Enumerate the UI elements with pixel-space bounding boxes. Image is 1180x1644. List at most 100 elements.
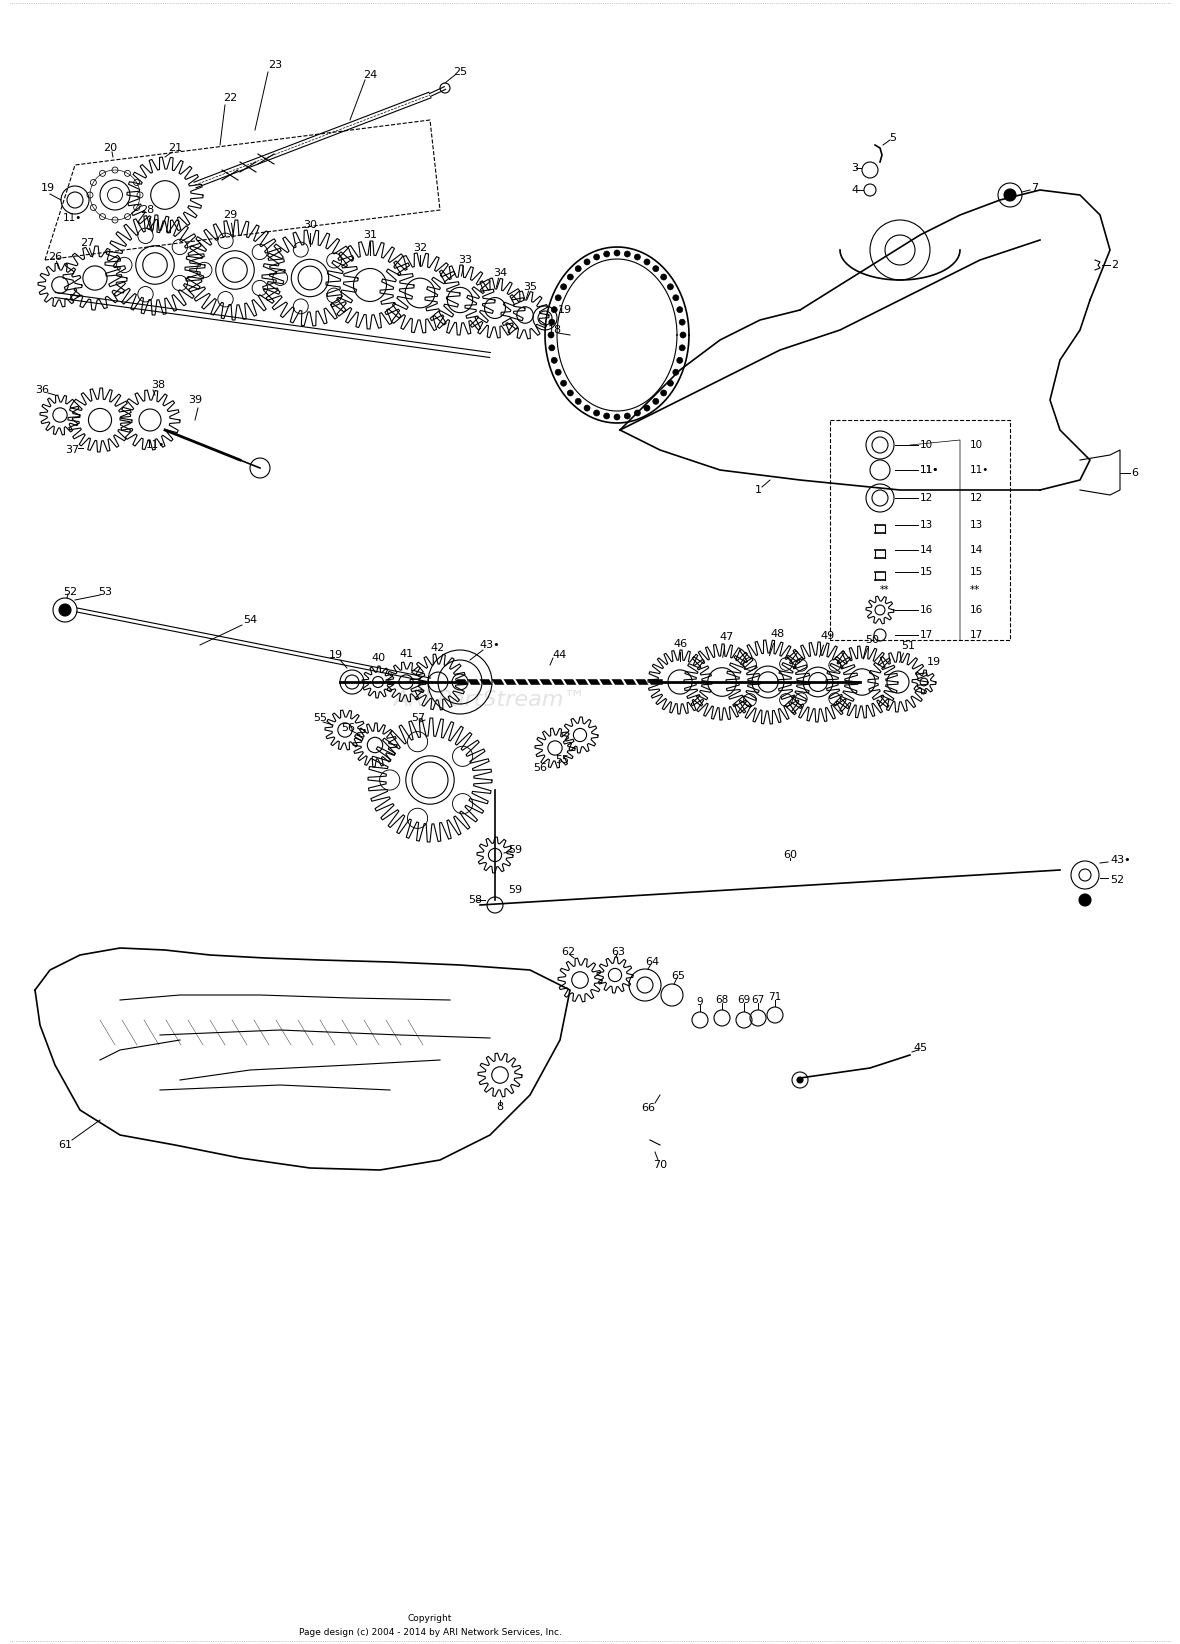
Circle shape [575, 398, 582, 404]
Circle shape [668, 284, 674, 289]
Circle shape [653, 398, 658, 404]
Text: 69: 69 [738, 995, 750, 1004]
Text: 14: 14 [920, 546, 933, 556]
Text: 24: 24 [363, 71, 378, 81]
Text: 34: 34 [493, 268, 507, 278]
Circle shape [644, 260, 650, 265]
Text: 46: 46 [673, 640, 687, 649]
Text: 40: 40 [371, 653, 385, 663]
Text: 63: 63 [611, 947, 625, 957]
Text: 22: 22 [223, 94, 237, 104]
Text: 50: 50 [865, 635, 879, 644]
Circle shape [549, 319, 555, 326]
Text: 27: 27 [80, 238, 94, 248]
Text: 70: 70 [653, 1161, 667, 1171]
Text: 39: 39 [188, 395, 202, 404]
Text: 21: 21 [168, 143, 182, 153]
Circle shape [549, 345, 555, 350]
Circle shape [677, 357, 683, 363]
Text: 15: 15 [970, 567, 983, 577]
Text: **: ** [880, 585, 890, 595]
Circle shape [661, 390, 667, 396]
Circle shape [624, 252, 630, 256]
Circle shape [653, 266, 658, 271]
Text: 11•: 11• [920, 465, 939, 475]
Text: 41: 41 [399, 649, 413, 659]
Text: 68: 68 [715, 995, 728, 1004]
Circle shape [668, 380, 674, 386]
Text: 8: 8 [497, 1101, 504, 1111]
Circle shape [560, 284, 566, 289]
Text: 59: 59 [507, 845, 522, 855]
Text: 11•: 11• [63, 214, 81, 224]
Circle shape [604, 413, 610, 419]
Text: 58: 58 [468, 894, 483, 904]
Circle shape [644, 404, 650, 411]
Text: 11•: 11• [145, 441, 165, 450]
Text: 51: 51 [902, 641, 914, 651]
Text: ARI PartStream™: ARI PartStream™ [394, 690, 586, 710]
Circle shape [796, 1077, 804, 1083]
Text: 9: 9 [696, 996, 703, 1008]
Text: 11•: 11• [920, 465, 939, 475]
Text: 65: 65 [671, 972, 686, 981]
Text: Copyright: Copyright [408, 1613, 452, 1623]
Text: 66: 66 [641, 1103, 655, 1113]
Text: 14: 14 [970, 546, 983, 556]
Circle shape [614, 414, 620, 419]
Text: 2: 2 [1112, 260, 1119, 270]
Circle shape [677, 307, 683, 312]
Circle shape [568, 390, 573, 396]
Circle shape [551, 307, 557, 312]
Text: 64: 64 [645, 957, 660, 967]
Text: 52: 52 [63, 587, 77, 597]
Text: 16: 16 [920, 605, 933, 615]
Circle shape [661, 275, 667, 279]
Text: 13: 13 [920, 520, 933, 529]
Text: 1: 1 [754, 485, 761, 495]
Text: 44: 44 [553, 649, 568, 659]
Text: **: ** [970, 585, 981, 595]
Circle shape [551, 357, 557, 363]
Circle shape [575, 266, 582, 271]
Text: 71: 71 [768, 991, 781, 1001]
Text: 45: 45 [913, 1042, 927, 1054]
Text: 32: 32 [413, 243, 427, 253]
Text: 19: 19 [41, 182, 55, 192]
Circle shape [560, 380, 566, 386]
Text: 62: 62 [560, 947, 575, 957]
Circle shape [673, 370, 678, 375]
Text: 43•: 43• [480, 640, 500, 649]
Text: 30: 30 [303, 220, 317, 230]
Text: 10: 10 [920, 441, 933, 450]
Text: 59: 59 [507, 884, 522, 894]
Circle shape [673, 294, 678, 301]
Text: 19: 19 [558, 306, 572, 316]
Text: 5: 5 [890, 133, 897, 143]
Text: 42: 42 [431, 643, 445, 653]
Text: 67: 67 [752, 995, 765, 1004]
Circle shape [624, 413, 630, 419]
Text: 48: 48 [771, 630, 785, 640]
Text: 56: 56 [341, 723, 355, 733]
Text: 12: 12 [970, 493, 983, 503]
Text: 54: 54 [243, 615, 257, 625]
Circle shape [594, 409, 599, 416]
Text: 29: 29 [223, 210, 237, 220]
Text: 3: 3 [852, 163, 859, 173]
Text: 57: 57 [411, 713, 425, 723]
Circle shape [584, 260, 590, 265]
Text: 15: 15 [920, 567, 933, 577]
Text: 11•: 11• [970, 465, 989, 475]
Circle shape [1079, 894, 1092, 906]
Circle shape [568, 275, 573, 279]
Text: 28: 28 [140, 206, 155, 215]
Text: 55: 55 [555, 755, 569, 764]
Text: 20: 20 [103, 143, 117, 153]
Text: 43•: 43• [1110, 855, 1130, 865]
Text: 25: 25 [453, 67, 467, 77]
Circle shape [680, 332, 686, 339]
Text: 19: 19 [927, 658, 942, 667]
Text: 37: 37 [65, 446, 79, 455]
Text: 49: 49 [821, 631, 835, 641]
